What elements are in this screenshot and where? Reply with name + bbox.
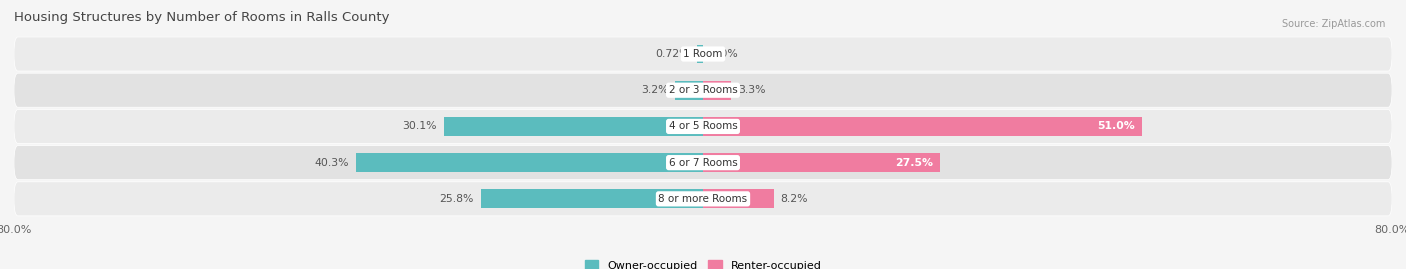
- Text: 8.2%: 8.2%: [780, 194, 808, 204]
- Text: Housing Structures by Number of Rooms in Ralls County: Housing Structures by Number of Rooms in…: [14, 11, 389, 24]
- Text: Source: ZipAtlas.com: Source: ZipAtlas.com: [1281, 19, 1385, 29]
- Text: 27.5%: 27.5%: [896, 158, 934, 168]
- Bar: [675, 81, 703, 100]
- Legend: Owner-occupied, Renter-occupied: Owner-occupied, Renter-occupied: [581, 256, 825, 269]
- Text: 1 Room: 1 Room: [683, 49, 723, 59]
- Bar: [703, 153, 939, 172]
- Text: 6 or 7 Rooms: 6 or 7 Rooms: [669, 158, 737, 168]
- FancyBboxPatch shape: [14, 109, 1392, 143]
- FancyBboxPatch shape: [14, 73, 1392, 107]
- Bar: [356, 153, 703, 172]
- Text: 4 or 5 Rooms: 4 or 5 Rooms: [669, 121, 737, 132]
- Text: 3.3%: 3.3%: [738, 85, 766, 95]
- FancyBboxPatch shape: [14, 146, 1392, 180]
- FancyBboxPatch shape: [14, 37, 1392, 71]
- Text: 40.3%: 40.3%: [315, 158, 349, 168]
- Bar: [444, 117, 703, 136]
- Text: 8 or more Rooms: 8 or more Rooms: [658, 194, 748, 204]
- Text: 0.0%: 0.0%: [710, 49, 738, 59]
- Bar: [703, 189, 773, 208]
- Bar: [703, 81, 731, 100]
- Text: 25.8%: 25.8%: [440, 194, 474, 204]
- FancyBboxPatch shape: [14, 182, 1392, 216]
- Bar: [703, 117, 1142, 136]
- Text: 2 or 3 Rooms: 2 or 3 Rooms: [669, 85, 737, 95]
- Bar: [481, 189, 703, 208]
- Text: 3.2%: 3.2%: [641, 85, 669, 95]
- Text: 51.0%: 51.0%: [1098, 121, 1135, 132]
- Text: 30.1%: 30.1%: [402, 121, 437, 132]
- Text: 0.72%: 0.72%: [655, 49, 690, 59]
- Bar: [697, 45, 703, 63]
